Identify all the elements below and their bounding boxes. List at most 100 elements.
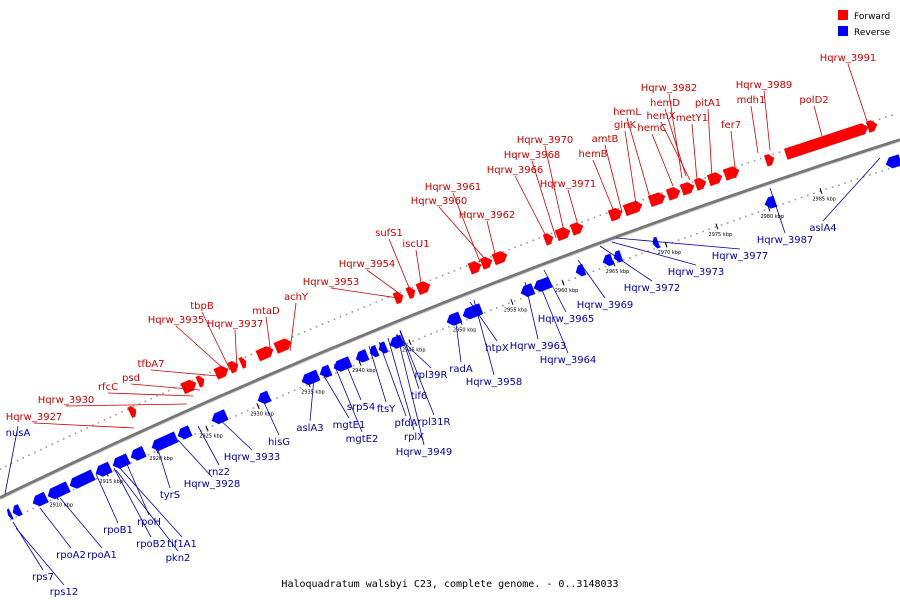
reverse-gene-arrow[interactable]	[354, 349, 370, 364]
reverse-gene-arrow[interactable]	[300, 369, 321, 387]
reverse-gene-arrow[interactable]	[519, 283, 536, 298]
reverse-gene-arrow[interactable]	[461, 303, 484, 321]
reverse-gene-arrow[interactable]	[574, 263, 587, 277]
track-dot	[502, 304, 504, 307]
forward-gene-arrow[interactable]	[622, 199, 644, 217]
gene-label: rplX	[404, 432, 424, 443]
forward-gene-arrow[interactable]	[255, 345, 275, 362]
track-dot	[57, 440, 59, 443]
track-dot	[429, 279, 432, 282]
reverse-gene-arrow[interactable]	[445, 311, 463, 327]
forward-gene-arrow[interactable]	[679, 181, 696, 196]
forward-gene-arrow[interactable]	[865, 119, 878, 133]
gene-leader-line	[309, 377, 315, 422]
reverse-gene-arrow[interactable]	[318, 364, 333, 379]
gene-label: rnz2	[208, 467, 230, 478]
gene-leader-line	[847, 63, 871, 131]
reverse-gene-arrow[interactable]	[150, 431, 179, 453]
forward-gene-arrow[interactable]	[693, 177, 708, 191]
kbp-tick-label: 2925 kbp	[199, 434, 223, 440]
forward-gene-arrow[interactable]	[405, 286, 417, 300]
forward-gene-arrow[interactable]	[763, 153, 776, 167]
track-dot	[739, 217, 741, 220]
kbp-tick-label: 2940 kbp	[352, 368, 376, 374]
forward-gene-arrow[interactable]	[783, 122, 869, 160]
track-dot	[194, 433, 196, 435]
reverse-gene-arrow[interactable]	[176, 425, 193, 441]
track-dot	[661, 192, 663, 194]
reverse-gene-arrow[interactable]	[6, 508, 14, 520]
gene-label: rps12	[50, 587, 78, 598]
gene-label: rpl39R	[415, 370, 448, 381]
track-dot	[127, 408, 129, 411]
forward-gene-arrow[interactable]	[647, 191, 667, 207]
gene-label: Hqrw_3977	[712, 251, 769, 262]
track-dot	[569, 225, 571, 228]
reverse-gene-arrow[interactable]	[368, 345, 380, 358]
reverse-gene-arrow[interactable]	[111, 453, 131, 471]
reverse-gene-arrow[interactable]	[601, 253, 615, 268]
reverse-gene-arrow[interactable]	[68, 469, 96, 491]
track-dot	[696, 232, 698, 235]
gene-label: rpoB1	[103, 525, 133, 536]
reverse-gene-arrow[interactable]	[31, 491, 49, 508]
forward-gene-arrow[interactable]	[607, 206, 624, 222]
gene-label: polD2	[799, 95, 828, 106]
reverse-gene-arrow[interactable]	[612, 250, 624, 263]
forward-gene-arrow[interactable]	[415, 280, 432, 296]
reverse-gene-arrow[interactable]	[210, 409, 229, 426]
gene-label: iscU1	[402, 239, 429, 250]
forward-gene-arrow[interactable]	[127, 405, 139, 419]
gene-label: hemB	[578, 149, 607, 160]
gene-label: Hqrw_3937	[207, 319, 264, 330]
forward-gene-arrow[interactable]	[213, 364, 230, 380]
gene-label: Hqrw_3953	[303, 277, 360, 288]
forward-gene-arrow[interactable]	[227, 360, 240, 374]
track-dot	[753, 159, 756, 162]
track-dot	[459, 267, 462, 270]
gene-leader-line	[626, 117, 651, 199]
forward-gene-arrow[interactable]	[273, 337, 293, 354]
gene-leader-line	[95, 473, 119, 524]
reverse-gene-arrow[interactable]	[129, 446, 147, 462]
gene-leader-line	[395, 334, 432, 369]
gene-label: Hqrw_3928	[184, 479, 241, 490]
forward-gene-arrow[interactable]	[491, 250, 509, 266]
gene-label: pfdA	[394, 418, 417, 429]
track-dot	[581, 221, 583, 223]
forward-gene-arrow[interactable]	[706, 171, 724, 187]
gene-leader-line	[707, 108, 713, 179]
forward-gene-arrow[interactable]	[180, 378, 198, 395]
track-dot	[16, 459, 19, 462]
forward-gene-arrow[interactable]	[238, 356, 248, 369]
reverse-gene-arrow[interactable]	[884, 154, 900, 170]
track-dot	[28, 454, 30, 457]
forward-gene-arrow[interactable]	[467, 260, 483, 275]
track-dot	[436, 330, 438, 333]
track-dot	[514, 300, 516, 302]
forward-gene-arrow[interactable]	[554, 226, 572, 242]
track-dot	[891, 114, 893, 117]
track-dot	[592, 270, 595, 272]
reverse-gene-arrow[interactable]	[377, 341, 389, 355]
gene-label: mdh1	[737, 95, 766, 106]
track-dot	[250, 353, 253, 356]
track-dot	[352, 364, 355, 367]
gene-label: mtaD	[252, 306, 280, 317]
track-dot	[677, 239, 680, 241]
forward-gene-arrow[interactable]	[479, 255, 494, 270]
reverse-gene-arrow[interactable]	[256, 390, 272, 406]
forward-gene-arrow[interactable]	[569, 221, 585, 236]
forward-gene-arrow[interactable]	[722, 165, 741, 181]
reverse-gene-arrow[interactable]	[651, 236, 661, 249]
reverse-gene-arrow[interactable]	[11, 504, 23, 517]
reverse-gene-arrow[interactable]	[94, 461, 113, 478]
reverse-gene-arrow[interactable]	[46, 481, 71, 501]
gene-leader-line	[668, 93, 683, 179]
gene-leader-line	[486, 220, 497, 259]
forward-gene-arrow[interactable]	[665, 186, 682, 201]
forward-gene-arrow[interactable]	[195, 375, 206, 388]
track-dot	[357, 308, 360, 311]
track-dot	[760, 157, 762, 160]
backbone-highlight	[0, 141, 900, 500]
